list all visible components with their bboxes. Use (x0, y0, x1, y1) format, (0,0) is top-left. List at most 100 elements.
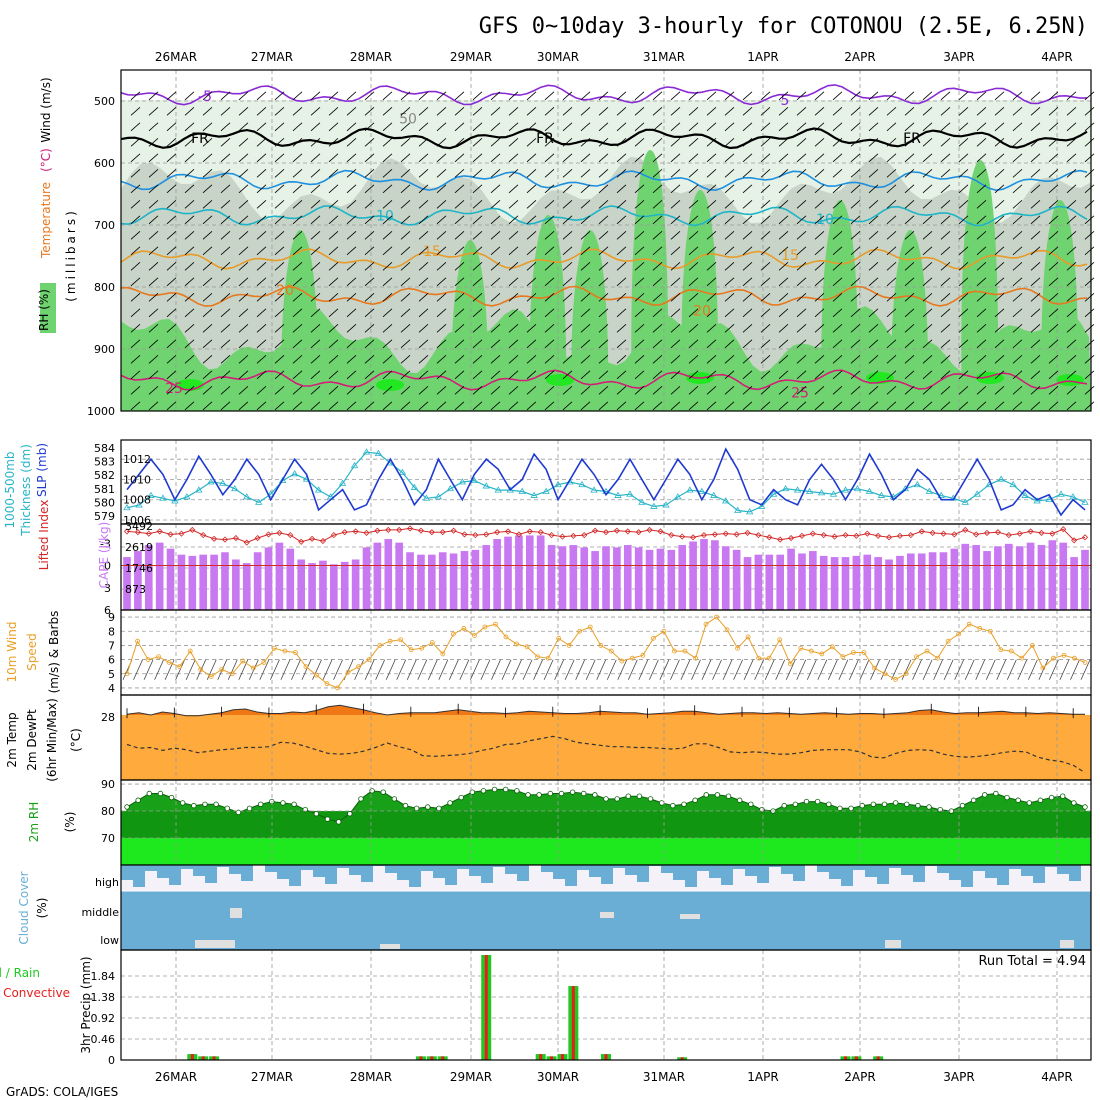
wind-barb (634, 200, 645, 209)
cape-bar (580, 547, 589, 610)
wind-barb-10m (259, 659, 270, 680)
wind-barb (1084, 339, 1095, 349)
wind-barb (1048, 184, 1059, 194)
wind-barb (886, 339, 897, 349)
wind-barb (904, 262, 915, 271)
wind-barb (688, 107, 699, 116)
wind-speed-marker (735, 645, 740, 651)
cape-bar (754, 554, 763, 610)
wind-barb (400, 122, 411, 132)
wind-barb (274, 122, 285, 132)
wind-barb (310, 324, 321, 333)
wind-barb (814, 184, 825, 194)
wind-barb (868, 324, 879, 333)
wind-barb (868, 215, 879, 225)
wind-barb (436, 107, 447, 116)
wind-barb (994, 324, 1005, 333)
cloud-gap (380, 944, 400, 949)
cloud-high-bar (685, 865, 697, 887)
wind-barb (940, 355, 951, 364)
wind-barb (220, 262, 231, 271)
wind-barb (454, 277, 465, 287)
wind-barb (256, 231, 267, 240)
wind-barb (508, 355, 519, 364)
rh-marker (202, 801, 208, 807)
wind-barb (508, 231, 519, 240)
wind-barb (382, 370, 393, 380)
thickness-marker (578, 480, 586, 488)
wind-barb (562, 200, 573, 209)
wind-barb (544, 153, 555, 163)
panel-axis-label: SLP (mb) (35, 443, 49, 497)
wind-barb (310, 262, 321, 271)
cape-bar (689, 541, 697, 610)
wind-barb-10m (733, 659, 743, 680)
li-tick: 6 (104, 604, 111, 617)
wind-barb (166, 107, 177, 116)
rh-marker (859, 802, 865, 809)
thickness-marker (650, 502, 658, 509)
cape-bar (700, 539, 708, 610)
wind-barb (382, 231, 393, 240)
cloud-high-bar (397, 865, 409, 880)
thickness-marker (973, 490, 981, 497)
wind-barb (1012, 169, 1023, 178)
rh-marker (536, 792, 542, 798)
wind-barb (1030, 262, 1041, 271)
wind-barb (904, 200, 915, 209)
wind-barb (490, 122, 501, 132)
rh-marker (146, 790, 152, 797)
cloud-high-bar (445, 865, 457, 885)
cape-bar (242, 563, 251, 610)
wind-barb (184, 231, 195, 240)
wind-barb (364, 231, 375, 240)
cloud-high-bar (589, 865, 601, 877)
wind-barb (598, 262, 609, 271)
wind-barb (940, 293, 951, 302)
wind-barb (562, 277, 573, 287)
wind-barb (238, 293, 249, 302)
wind-barb (490, 169, 501, 178)
wind-barb (580, 184, 591, 194)
wind-barb (904, 246, 915, 256)
thickness-marker (913, 480, 922, 488)
wind-barb (256, 355, 267, 364)
li-marker (1005, 532, 1012, 539)
wind-barb (886, 324, 897, 333)
wind-barb (634, 215, 645, 225)
wind-barb (382, 107, 393, 116)
wind-barb (220, 339, 231, 349)
wind-barb (184, 107, 195, 116)
rh-marker (246, 805, 253, 812)
rh-marker (380, 789, 386, 795)
cloud-high-bar (985, 865, 997, 878)
wind-barb (688, 324, 699, 333)
wind-barb (760, 262, 771, 271)
li-marker (134, 529, 141, 536)
wind-barb (940, 246, 951, 256)
wind-speed-marker (535, 654, 540, 660)
wind-barb (1048, 169, 1059, 178)
wind-barb (436, 386, 447, 395)
wind-barb-10m (501, 659, 512, 680)
wind-barb (634, 308, 645, 318)
wind-barb (652, 231, 663, 240)
wind-barb (760, 339, 771, 349)
wind-barb (274, 231, 285, 240)
wind-barb (526, 91, 537, 101)
wind-barb (652, 386, 663, 395)
panel-axis-label: 2m RH (27, 802, 41, 843)
wind-barb (166, 339, 177, 349)
wind-barb (382, 386, 393, 395)
wind-barb (1012, 386, 1023, 395)
wind-barb (220, 215, 231, 225)
li-marker (298, 538, 305, 545)
li-marker (1016, 530, 1023, 537)
wind-barb (652, 277, 663, 287)
date-label-bottom: 29MAR (450, 1070, 492, 1084)
wind-barb (1066, 200, 1077, 209)
wind-barb (652, 355, 663, 364)
li-marker (994, 529, 1001, 536)
wind-barb (238, 277, 249, 287)
cloud-high-bar (841, 865, 853, 886)
